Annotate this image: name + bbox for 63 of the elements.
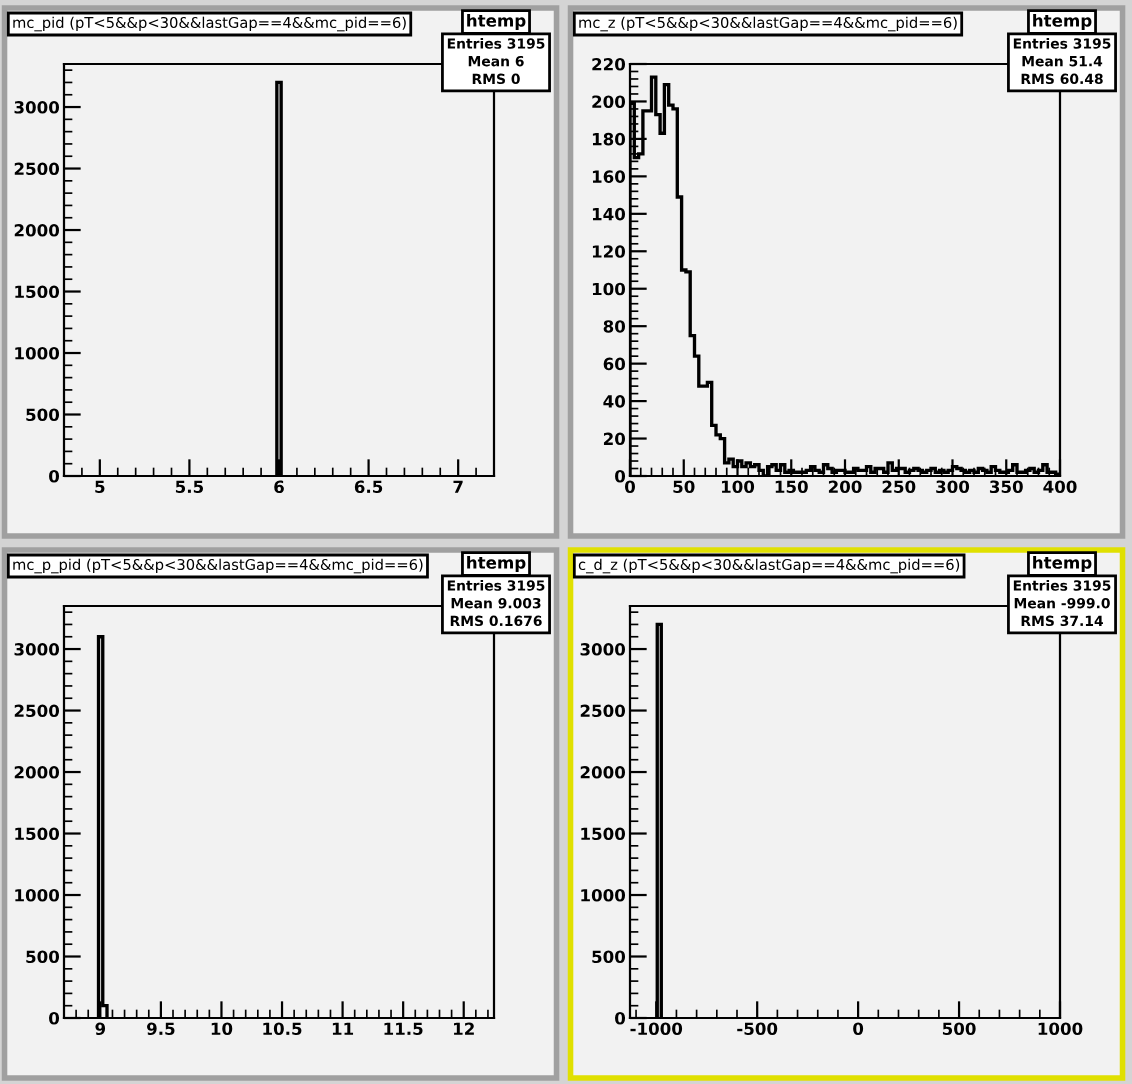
x-tick-label: 10.5 bbox=[263, 1022, 302, 1036]
y-tick-label: 500 bbox=[26, 408, 60, 422]
text: htemp bbox=[467, 555, 526, 573]
x-tick-label: -500 bbox=[737, 1022, 778, 1036]
y-tick-label: 160 bbox=[592, 170, 626, 183]
y-tick-label: 1000 bbox=[581, 888, 626, 902]
y-tick-label: 1500 bbox=[15, 827, 60, 841]
y-tick-label: 120 bbox=[592, 245, 626, 258]
text: htemp bbox=[1033, 555, 1092, 573]
x-tick-label: 10 bbox=[211, 1022, 233, 1036]
x-tick-label: -1000 bbox=[630, 1022, 683, 1036]
y-tick-label: 0 bbox=[615, 469, 626, 483]
y-tick-label: 200 bbox=[592, 95, 626, 109]
x-tick-label: 50 bbox=[673, 480, 695, 494]
y-tick-label: 180 bbox=[592, 132, 626, 146]
x-tick-label: 300 bbox=[936, 480, 970, 494]
y-tick-label: 0 bbox=[49, 469, 60, 483]
y-tick-label: 20 bbox=[603, 432, 626, 446]
x-tick-label: 500 bbox=[942, 1022, 976, 1036]
y-tick-label: 2000 bbox=[14, 765, 60, 779]
y-tick-label: 3000 bbox=[580, 643, 626, 656]
y-tick-label: 80 bbox=[603, 320, 626, 333]
x-tick-label: 5 bbox=[95, 480, 105, 494]
x-tick-label: 9.5 bbox=[147, 1022, 175, 1036]
x-tick-label: 11 bbox=[332, 1022, 354, 1035]
y-tick-label: 2000 bbox=[14, 223, 60, 237]
y-tick-label: 220 bbox=[592, 57, 626, 71]
x-tick-label: 12 bbox=[454, 1022, 474, 1035]
y-tick-label: 2500 bbox=[14, 704, 60, 718]
x-tick-label: 250 bbox=[882, 480, 916, 494]
x-tick-label: 5.5 bbox=[175, 480, 204, 494]
y-tick-label: 3000 bbox=[14, 101, 60, 114]
y-tick-label: 2500 bbox=[580, 704, 626, 718]
y-tick-label: 1000 bbox=[15, 346, 60, 360]
text: htemp bbox=[1033, 13, 1092, 31]
y-tick-label: 140 bbox=[592, 207, 626, 221]
y-tick-label: 1500 bbox=[581, 827, 626, 841]
x-tick-label: 1000 bbox=[1038, 1022, 1083, 1036]
y-tick-label: 40 bbox=[603, 395, 626, 408]
y-tick-label: 0 bbox=[49, 1011, 60, 1025]
y-tick-label: 500 bbox=[592, 950, 626, 964]
x-tick-label: 100 bbox=[721, 480, 755, 494]
text: htemp bbox=[467, 13, 526, 31]
y-tick-label: 500 bbox=[26, 950, 60, 964]
y-tick-label: 2500 bbox=[14, 162, 60, 176]
y-tick-label: 2000 bbox=[580, 765, 626, 779]
x-tick-label: 6.5 bbox=[354, 480, 383, 494]
x-tick-label: 0 bbox=[625, 480, 635, 494]
x-tick-label: 150 bbox=[775, 480, 808, 494]
x-tick-label: 7 bbox=[453, 480, 463, 493]
y-tick-label: 100 bbox=[592, 282, 626, 296]
x-tick-label: 350 bbox=[989, 480, 1023, 494]
x-tick-label: 0 bbox=[853, 1022, 864, 1036]
y-tick-label: 1500 bbox=[15, 285, 60, 299]
y-tick-label: 3000 bbox=[14, 643, 60, 656]
y-tick-label: 0 bbox=[615, 1011, 626, 1025]
x-tick-label: 11.5 bbox=[384, 1022, 423, 1036]
y-tick-label: 60 bbox=[603, 357, 626, 371]
x-tick-label: 400 bbox=[1043, 480, 1077, 494]
x-tick-label: 9 bbox=[95, 1022, 106, 1036]
x-tick-label: 200 bbox=[828, 480, 862, 494]
x-tick-label: 6 bbox=[274, 480, 284, 494]
y-tick-label: 1000 bbox=[15, 888, 60, 902]
